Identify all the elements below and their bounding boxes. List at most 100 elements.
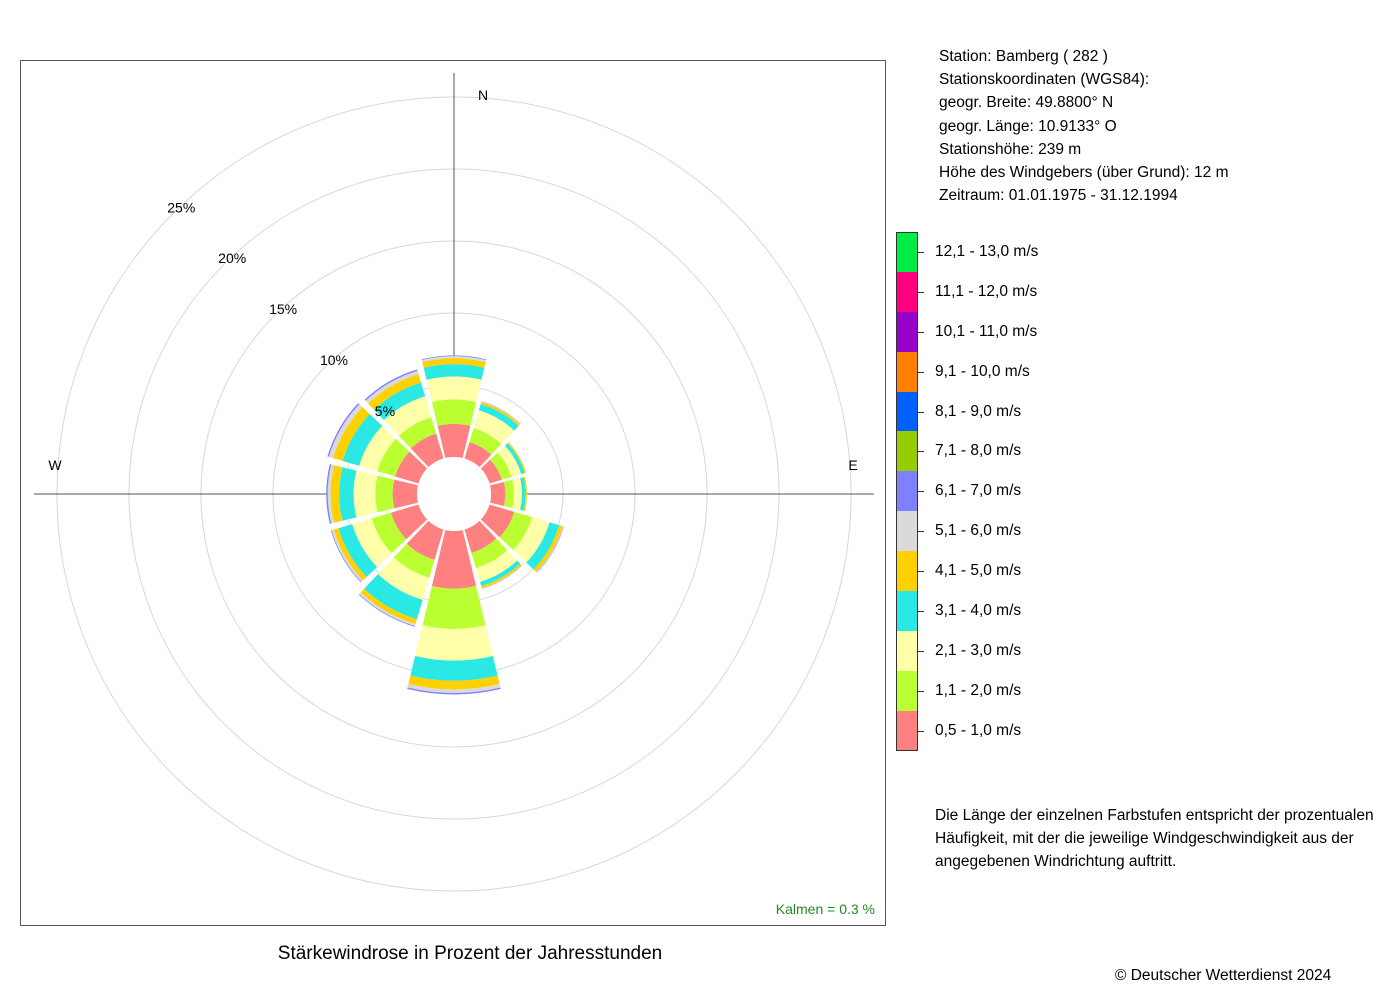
rose-segment	[524, 476, 528, 512]
legend-swatch	[896, 351, 918, 392]
rose-segment	[426, 376, 482, 403]
note-line: angegebenen Windrichtung auftritt.	[935, 853, 1177, 871]
station-longitude: geogr. Länge: 10.9133° O	[939, 117, 1117, 135]
legend-swatch	[896, 551, 918, 592]
rose-segment	[422, 585, 486, 629]
radial-tick-label: 20%	[218, 250, 246, 266]
chart-title: Stärkewindrose in Prozent der Jahresstun…	[277, 943, 663, 964]
rose-segment	[365, 370, 419, 404]
rose-segment	[480, 504, 515, 538]
radial-tick-label: 5%	[375, 403, 395, 419]
rose-segment	[533, 525, 563, 573]
rose-segment	[328, 404, 363, 459]
rose-segment	[390, 504, 428, 540]
rose-segment	[431, 399, 477, 426]
rose-segment	[489, 482, 506, 506]
calm-label: Kalmen = 0.3 %	[776, 901, 875, 917]
radial-tick-label: 25%	[167, 199, 195, 215]
legend-label: 3,1 - 4,0 m/s	[935, 602, 1022, 620]
legend-tick	[918, 491, 924, 493]
legend-swatch	[896, 670, 918, 711]
legend-swatch	[896, 311, 918, 352]
rose-segment	[464, 520, 497, 553]
legend-tick	[918, 690, 924, 692]
legend-swatch	[896, 431, 918, 472]
rose-segment	[398, 417, 437, 449]
legend-swatch	[896, 710, 918, 751]
note-line: Häufigkeit, mit der die jeweilige Windge…	[935, 830, 1354, 848]
legend-label: 7,1 - 8,0 m/s	[935, 442, 1022, 460]
rose-segment	[423, 364, 485, 380]
legend-tick	[918, 611, 924, 613]
rose-segment	[342, 414, 383, 466]
direction-label: W	[48, 457, 62, 473]
rose-segment	[330, 465, 343, 523]
legend-tick	[918, 451, 924, 453]
legend-tick	[918, 650, 924, 652]
station-name: Station: Bamberg ( 282 )	[939, 48, 1108, 65]
note-line: Die Länge der einzelnen Farbstufen entsp…	[935, 807, 1374, 824]
legend-label: 10,1 - 11,0 m/s	[935, 322, 1038, 340]
station-elevation: Stationshöhe: 239 m	[939, 140, 1082, 158]
legend-swatch	[896, 271, 918, 312]
rose-segment	[407, 687, 501, 695]
rose-segment	[481, 563, 522, 589]
rose-segment	[471, 538, 508, 569]
legend-label: 8,1 - 9,0 m/s	[935, 402, 1022, 420]
calm-circle	[417, 457, 491, 531]
legend-tick	[918, 531, 924, 533]
rose-segment	[410, 655, 498, 681]
radial-tick-label: 15%	[269, 301, 297, 317]
rose-segment	[512, 478, 522, 510]
rose-segment	[431, 529, 477, 589]
rose-segment	[415, 625, 493, 661]
rose-segment	[407, 684, 501, 693]
legend-tick	[918, 411, 924, 413]
rose-segment	[359, 425, 396, 472]
rose-segment	[353, 470, 378, 518]
legend-label: 9,1 - 10,0 m/s	[935, 362, 1030, 380]
rose-segment	[526, 522, 560, 570]
rose-segment	[478, 403, 519, 431]
rose-segment	[359, 592, 416, 627]
legend-tick	[918, 730, 924, 732]
rose-segment	[377, 557, 430, 600]
rose-segment	[480, 560, 521, 587]
anemometer-height: Höhe des Windgebers (über Grund): 12 m	[939, 164, 1229, 182]
rose-segment	[332, 407, 370, 461]
legend-tick	[918, 371, 924, 373]
legend-swatch	[896, 630, 918, 671]
wind-rose-chart: 5% 10% 15% 20% 25% N E W Kalmen = 0.3 %	[34, 73, 875, 917]
legend-swatch	[896, 471, 918, 512]
rose-segment	[352, 518, 392, 568]
station-coordinates-heading: Stationskoordinaten (WGS84):	[939, 71, 1150, 89]
legend-label: 5,1 - 6,0 m/s	[935, 522, 1022, 540]
rose-segment	[437, 423, 471, 459]
legend-label: 2,1 - 3,0 m/s	[935, 641, 1022, 659]
rose-segment	[339, 467, 357, 521]
rose-segment	[408, 675, 500, 690]
rose-segment	[523, 476, 527, 512]
legend-label: 1,1 - 2,0 m/s	[935, 681, 1022, 699]
rose-segment	[338, 524, 378, 577]
legend-tick	[918, 252, 924, 253]
rose-segment	[520, 477, 526, 511]
rose-segment	[375, 475, 395, 513]
rose-segment	[490, 452, 512, 480]
rose-segment	[422, 358, 486, 368]
rose-segment	[473, 410, 515, 445]
rose-segment	[469, 428, 502, 455]
rose-segment	[406, 520, 444, 560]
legend-tick	[918, 331, 924, 333]
legend-tick	[918, 571, 924, 573]
rose-segment	[421, 356, 487, 363]
rose-segment	[475, 550, 518, 582]
rose-segment	[395, 451, 428, 484]
legend-swatch	[896, 391, 918, 432]
explanation-note: Die Länge der einzelnen Farbstufen entsp…	[935, 804, 1374, 874]
rose-segment	[383, 396, 432, 436]
radial-tick-label: 10%	[320, 352, 348, 368]
station-latitude: geogr. Breite: 49.8800° N	[939, 94, 1114, 112]
rose-segment	[327, 464, 335, 524]
rose-segment	[464, 441, 492, 468]
